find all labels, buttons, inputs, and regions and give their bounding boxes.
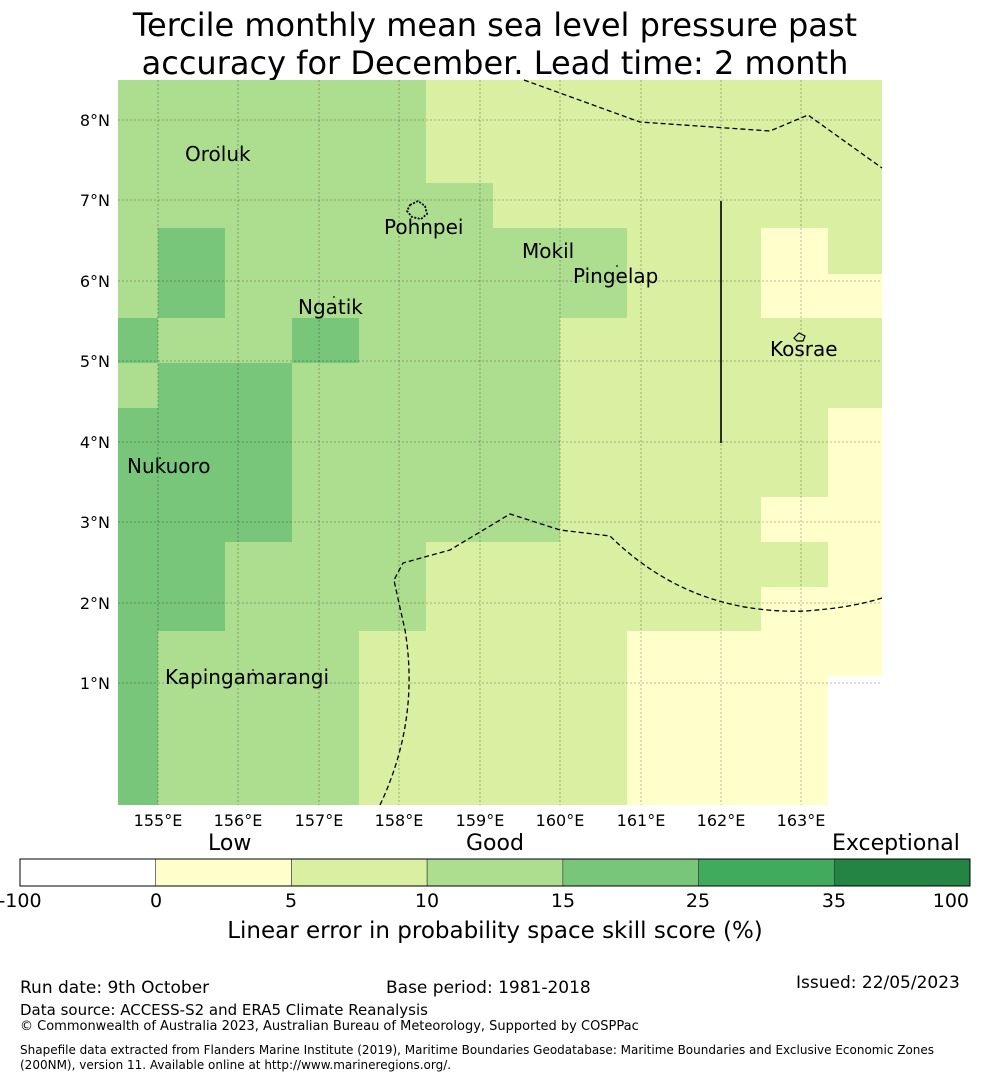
grid-cell-fair bbox=[426, 80, 882, 183]
lon-label: 161°E bbox=[617, 811, 666, 830]
data-source: Data source: ACCESS-S2 and ERA5 Climate … bbox=[20, 1001, 428, 1019]
grid-cell-low bbox=[761, 228, 828, 274]
lon-label: 158°E bbox=[375, 811, 424, 830]
grid-cell-very-good bbox=[118, 318, 158, 363]
grid-cell-nodata bbox=[828, 676, 882, 805]
lon-label: 157°E bbox=[295, 811, 344, 830]
lat-label: 7°N bbox=[80, 191, 110, 210]
lat-label: 3°N bbox=[80, 513, 110, 532]
grid-cell-very-good bbox=[292, 318, 359, 363]
colorbar-bin bbox=[426, 858, 564, 887]
colorbar-bin bbox=[562, 858, 699, 887]
grid-cell-fair bbox=[627, 228, 761, 318]
place-label: Nukuoro bbox=[127, 454, 211, 478]
category-good: Good bbox=[466, 831, 524, 856]
run-date: Run date: 9th October bbox=[20, 978, 210, 998]
colorbar-tick: 25 bbox=[685, 890, 711, 912]
colorbar-bin bbox=[155, 858, 292, 887]
pohnpei-island bbox=[405, 199, 429, 220]
grid-cell-fair bbox=[426, 542, 761, 631]
category-exceptional: Exceptional bbox=[832, 831, 960, 856]
grid-cell-good bbox=[560, 228, 627, 318]
eez-boundaries bbox=[379, 79, 883, 806]
grid-cell-low bbox=[828, 542, 882, 587]
colorbar-bin bbox=[698, 858, 835, 887]
category-low: Low bbox=[208, 831, 252, 856]
grid-cell-very-good bbox=[158, 228, 225, 318]
lat-label: 6°N bbox=[80, 272, 110, 291]
grid-cell-low bbox=[761, 497, 882, 542]
lon-label: 162°E bbox=[697, 811, 746, 830]
copyright: © Commonwealth of Australia 2023, Austra… bbox=[20, 1019, 639, 1034]
grid-cell-fair bbox=[493, 183, 882, 228]
colorbar-tick: 5 bbox=[284, 890, 298, 912]
colorbar-label: Linear error in probability space skill … bbox=[227, 918, 763, 944]
grid-cell-very-good bbox=[118, 408, 158, 805]
lat-label: 2°N bbox=[80, 594, 110, 613]
grid-cell-low bbox=[627, 631, 882, 676]
lat-label: 4°N bbox=[80, 433, 110, 452]
colorbar-bin bbox=[833, 858, 971, 887]
map-title-line2: accuracy for December. Lead time: 2 mont… bbox=[141, 44, 849, 82]
grid-cell-very-good bbox=[158, 363, 292, 542]
map-title-line1: Tercile monthly mean sea level pressure … bbox=[132, 6, 858, 44]
grid-cell-very-good bbox=[158, 542, 225, 631]
place-label: Ngatik bbox=[298, 295, 363, 319]
shapefile-credit: Shapefile data extracted from Flanders M… bbox=[20, 1043, 935, 1072]
lat-label: 8°N bbox=[80, 111, 110, 130]
grid-cell-good bbox=[493, 228, 560, 542]
place-label: Oroluk bbox=[185, 142, 251, 166]
place-label: Pingelap bbox=[573, 264, 658, 288]
colorbar-bin bbox=[19, 858, 157, 887]
colorbar-tick: -100 bbox=[0, 890, 42, 912]
skill-grid bbox=[118, 80, 882, 805]
kosrae-island bbox=[793, 332, 806, 342]
skill-map: Oroluk Pohnpei Mokil Pingelap Ngatik Kos… bbox=[80, 79, 883, 830]
colorbar-tick: 0 bbox=[149, 890, 163, 912]
colorbar-tick: 15 bbox=[550, 890, 576, 912]
place-label: Mokil bbox=[522, 239, 574, 263]
grid-cell-low bbox=[761, 274, 882, 318]
grid-cell-good bbox=[158, 631, 359, 805]
issued-date: Issued: 22/05/2023 bbox=[796, 973, 960, 993]
grid-cell-low bbox=[828, 408, 882, 497]
base-period: Base period: 1981-2018 bbox=[386, 978, 591, 998]
lat-label: 1°N bbox=[80, 674, 110, 693]
lon-label: 163°E bbox=[777, 811, 826, 830]
atoll-dots bbox=[159, 146, 618, 671]
colorbar bbox=[19, 858, 971, 887]
lon-label: 156°E bbox=[214, 811, 263, 830]
lon-label: 159°E bbox=[456, 811, 505, 830]
grid-cell-fair bbox=[359, 631, 627, 805]
lat-label: 5°N bbox=[80, 352, 110, 371]
grid-cell-low bbox=[761, 587, 882, 631]
grid-cell-good bbox=[426, 183, 493, 542]
graticule bbox=[118, 80, 882, 805]
colorbar-tick: 10 bbox=[414, 890, 440, 912]
place-label: Pohnpei bbox=[384, 215, 464, 239]
lon-label: 160°E bbox=[536, 811, 585, 830]
lon-label: 155°E bbox=[134, 811, 183, 830]
grid-cell-good bbox=[359, 542, 426, 631]
place-label: Kosrae bbox=[770, 337, 838, 361]
grid-cell-low bbox=[627, 676, 828, 805]
colorbar-bin bbox=[291, 858, 428, 887]
colorbar-tick: 35 bbox=[821, 890, 847, 912]
colorbar-tick: 100 bbox=[932, 890, 969, 912]
place-label: Kapingamarangi bbox=[165, 665, 329, 689]
